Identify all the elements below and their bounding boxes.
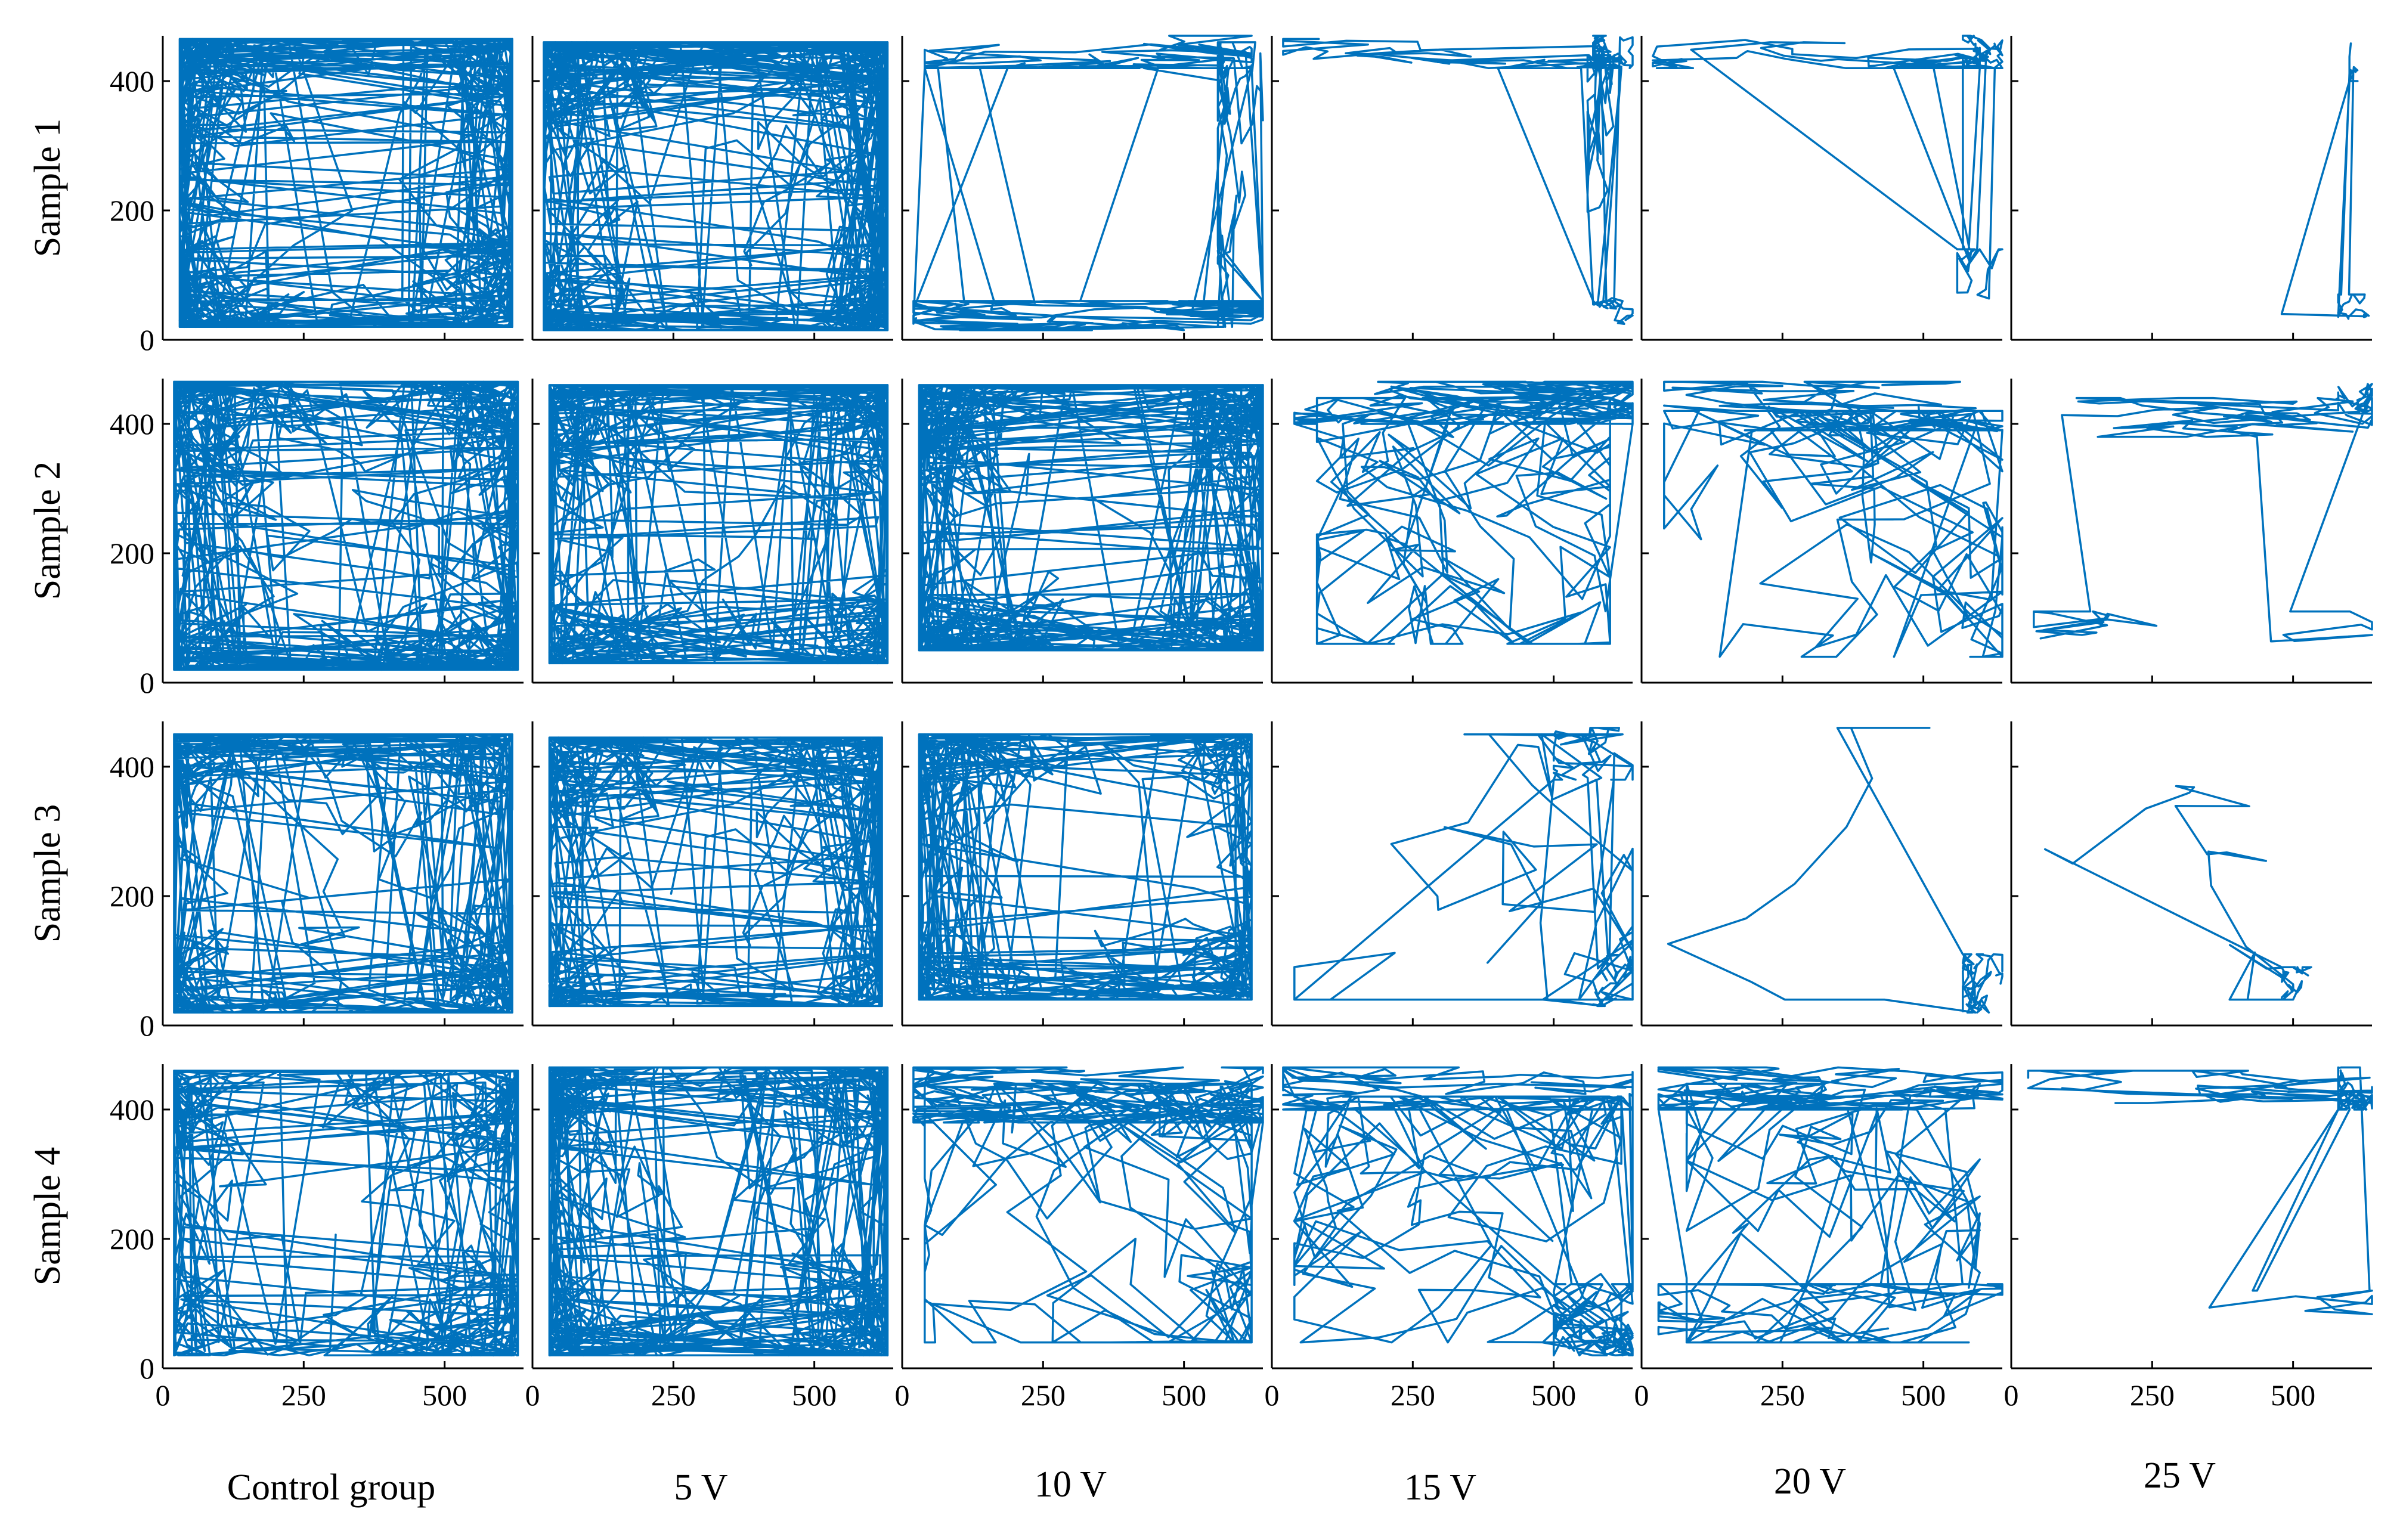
trajectory-line-2-2 xyxy=(548,384,889,665)
trajectory-line-2-4 xyxy=(1293,380,1634,645)
trajectory-line-1-6 xyxy=(2280,42,2370,320)
y-tick-label: 400 xyxy=(110,750,154,783)
x-tick-label: 0 xyxy=(1634,1378,1649,1412)
x-tick-label: 0 xyxy=(525,1378,540,1412)
column-label: 15 V xyxy=(1404,1467,1476,1508)
panel-2-5 xyxy=(1640,379,2003,684)
panel-2-2 xyxy=(531,379,893,684)
x-tick-label: 0 xyxy=(2004,1378,2019,1412)
trajectory-line-2-3 xyxy=(918,384,1264,652)
panel-3-3 xyxy=(901,721,1263,1027)
trajectory-line-3-4 xyxy=(1293,727,1634,1008)
x-tick-label: 0 xyxy=(895,1378,910,1412)
x-tick-label: 500 xyxy=(1531,1378,1576,1412)
column-label: 10 V xyxy=(1035,1464,1107,1505)
trajectory-line-1-1 xyxy=(178,38,513,329)
row-label: Sample 4 xyxy=(27,1147,68,1285)
x-tick-label: 250 xyxy=(1760,1378,1805,1412)
x-tick-label: 500 xyxy=(2271,1378,2315,1412)
x-tick-label: 250 xyxy=(1391,1378,1435,1412)
trajectory-line-3-1 xyxy=(173,733,513,1014)
panel-4-5: 0 250 500 xyxy=(1634,1064,2003,1412)
x-tick-label: 500 xyxy=(422,1378,467,1412)
y-tick-label: 400 xyxy=(110,407,154,441)
column-labels: Control group 5 V 10 V 15 V 20 V 25 V xyxy=(227,1455,2216,1508)
y-tick-label: 200 xyxy=(110,194,154,227)
trajectory-line-3-6 xyxy=(2043,785,2312,1001)
panel-2-1: 0 200 400 xyxy=(110,379,524,699)
x-tick-label: 0 xyxy=(1265,1378,1280,1412)
trajectory-line-4-4 xyxy=(1282,1066,1634,1357)
panel-2-4 xyxy=(1271,379,1634,684)
panel-2-3 xyxy=(901,379,1264,684)
panel-1-4 xyxy=(1271,35,1634,341)
x-tick-label: 500 xyxy=(1901,1378,1946,1412)
row-label: Sample 3 xyxy=(27,804,68,943)
y-tick-label: 0 xyxy=(140,1352,154,1385)
x-tick-label: 250 xyxy=(281,1378,326,1412)
trajectory-line-4-6 xyxy=(2027,1066,2373,1316)
panel-4-6: 0 250 500 xyxy=(2004,1064,2373,1412)
trajectory-line-1-2 xyxy=(543,41,889,331)
panel-1-6 xyxy=(2010,36,2372,341)
trajectory-line-4-3 xyxy=(912,1066,1264,1344)
panel-1-2 xyxy=(531,36,893,341)
trajectory-line-2-5 xyxy=(1663,380,2003,658)
panel-3-5 xyxy=(1640,721,2003,1027)
trajectory-line-3-3 xyxy=(918,733,1253,1001)
row-label: Sample 2 xyxy=(27,461,68,600)
row-label: Sample 1 xyxy=(27,119,68,257)
column-label: Control group xyxy=(227,1467,436,1508)
trajectory-line-2-6 xyxy=(2033,383,2373,643)
panel-3-1: 0 200 400 xyxy=(110,721,524,1042)
y-tick-label: 0 xyxy=(140,1009,154,1042)
panel-4-1: 0 200 400 0 250 500 xyxy=(110,1064,524,1412)
panel-2-6 xyxy=(2010,379,2373,684)
x-tick-label: 0 xyxy=(156,1378,171,1412)
panel-3-2 xyxy=(531,721,893,1027)
panel-grid: 0 200 400 0 200 400 0 200 400 0 200 400 0 250 500 0 250 5… xyxy=(110,35,2373,1412)
row-labels: Sample 1 Sample 2 Sample 3 Sample 4 xyxy=(27,119,68,1285)
y-tick-label: 400 xyxy=(110,1093,154,1126)
panel-1-1: 0 200 400 xyxy=(110,36,524,357)
trajectory-line-4-5 xyxy=(1657,1066,2003,1344)
x-tick-label: 250 xyxy=(1021,1378,1066,1412)
trajectory-line-1-5 xyxy=(1652,35,2003,300)
column-label: 20 V xyxy=(1774,1461,1846,1502)
x-tick-label: 500 xyxy=(792,1378,837,1412)
panel-3-6 xyxy=(2010,721,2372,1027)
trajectory-line-2-1 xyxy=(173,380,519,671)
panel-4-4: 0 250 500 xyxy=(1265,1064,1634,1412)
trajectory-line-1-3 xyxy=(912,35,1264,331)
panel-4-2: 0 250 500 xyxy=(525,1064,893,1412)
trajectory-line-4-2 xyxy=(548,1066,889,1357)
trajectory-line-4-1 xyxy=(173,1070,519,1357)
x-tick-label: 500 xyxy=(1162,1378,1206,1412)
trajectory-line-3-5 xyxy=(1667,727,2003,1014)
panel-1-3 xyxy=(901,35,1264,341)
panel-4-3: 0 250 500 xyxy=(895,1064,1264,1412)
trajectory-line-1-4 xyxy=(1282,35,1634,326)
x-tick-label: 250 xyxy=(651,1378,696,1412)
column-label: 25 V xyxy=(2144,1455,2216,1496)
y-tick-label: 200 xyxy=(110,879,154,913)
y-tick-label: 400 xyxy=(110,64,154,98)
y-tick-label: 200 xyxy=(110,537,154,570)
y-tick-label: 0 xyxy=(140,666,154,699)
trajectory-line-3-2 xyxy=(548,736,883,1008)
x-tick-label: 250 xyxy=(2130,1378,2175,1412)
column-label: 5 V xyxy=(674,1467,727,1508)
y-tick-label: 200 xyxy=(110,1222,154,1256)
panel-3-4 xyxy=(1271,721,1634,1027)
panel-1-5 xyxy=(1640,35,2003,341)
y-tick-label: 0 xyxy=(140,323,154,357)
